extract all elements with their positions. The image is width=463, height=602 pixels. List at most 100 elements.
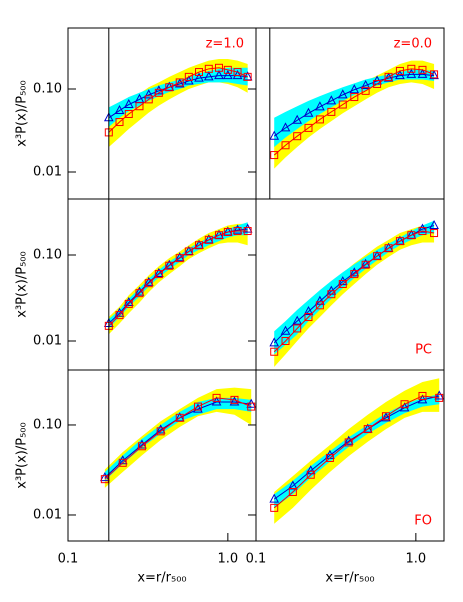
marker (395, 66, 404, 75)
marker (383, 72, 394, 82)
marker (292, 315, 303, 325)
marker (315, 295, 325, 305)
marker (303, 107, 314, 117)
marker (269, 337, 280, 347)
marker (117, 455, 128, 465)
marker (118, 458, 127, 467)
marker (124, 109, 133, 118)
marker (407, 231, 416, 240)
panel (103, 58, 253, 148)
y-tick-label: 0.01 (33, 507, 62, 522)
marker (203, 71, 214, 81)
marker (123, 98, 134, 109)
marker (204, 235, 213, 244)
y-tick-label: 0.10 (33, 417, 62, 432)
marker (156, 427, 165, 436)
marker (326, 95, 337, 105)
panel-frame (255, 369, 445, 542)
panel-label: z=1.0 (206, 37, 244, 52)
panel (103, 222, 253, 335)
marker (435, 393, 444, 402)
marker (361, 86, 370, 95)
marker (293, 324, 302, 333)
marker (373, 252, 382, 261)
marker (233, 227, 242, 236)
marker (430, 229, 439, 238)
y-tick-label: 0.01 (33, 333, 62, 348)
panel-label: PC (415, 343, 432, 358)
marker (165, 261, 174, 270)
marker (429, 70, 439, 80)
series-line (104, 397, 252, 480)
marker (155, 424, 166, 434)
marker (315, 101, 325, 111)
marker (280, 122, 291, 132)
marker (292, 114, 303, 124)
series-line (273, 395, 440, 509)
marker (350, 270, 359, 279)
marker (114, 104, 125, 115)
marker (270, 151, 279, 160)
series-line (273, 73, 435, 137)
panel (269, 378, 444, 524)
band (274, 223, 435, 367)
x-tick-label: 1.0 (218, 552, 239, 567)
panel-label: z=0.0 (394, 37, 432, 52)
marker (232, 70, 243, 80)
marker (194, 72, 204, 82)
marker (195, 241, 204, 250)
marker (349, 84, 360, 94)
marker (175, 78, 184, 87)
marker (281, 141, 290, 150)
marker (418, 65, 427, 74)
panel (100, 387, 256, 488)
marker (154, 88, 163, 97)
x-axis-label: x=r/r₅₀₀ (137, 571, 186, 586)
marker (223, 65, 232, 74)
marker (281, 336, 290, 345)
marker (165, 83, 174, 92)
marker (327, 107, 336, 116)
marker (175, 254, 184, 263)
marker (135, 289, 144, 298)
marker (417, 223, 428, 233)
marker (303, 305, 314, 316)
marker (184, 72, 193, 81)
marker (175, 413, 184, 422)
marker (315, 115, 324, 124)
y-tick-label: 0.01 (33, 165, 62, 180)
band (274, 220, 435, 355)
y-axis-label: x³P(x)/P₅₀₀ (15, 422, 30, 488)
marker (243, 227, 252, 236)
marker (144, 279, 153, 288)
marker (280, 325, 291, 335)
marker (350, 93, 359, 102)
marker (115, 311, 124, 320)
marker (399, 402, 410, 412)
marker (407, 64, 416, 73)
marker (304, 123, 313, 132)
marker (344, 438, 353, 447)
marker (223, 70, 233, 80)
band (104, 387, 252, 488)
marker (214, 231, 223, 240)
marker (288, 488, 297, 497)
y-axis-label: x³P(x)/P₅₀₀ (15, 80, 30, 146)
panel (269, 219, 439, 367)
marker (373, 79, 382, 88)
marker (143, 89, 154, 99)
marker (242, 223, 253, 233)
marker (363, 425, 372, 434)
marker (315, 301, 324, 310)
marker (337, 89, 348, 99)
marker (243, 72, 252, 81)
marker (361, 260, 370, 269)
marker (360, 79, 371, 90)
panel-label: FO (414, 514, 432, 529)
marker (144, 95, 153, 104)
x-tick-label: 0.1 (58, 552, 79, 567)
x-tick-label: 1.0 (406, 552, 427, 567)
marker (270, 347, 279, 356)
band (108, 223, 248, 335)
